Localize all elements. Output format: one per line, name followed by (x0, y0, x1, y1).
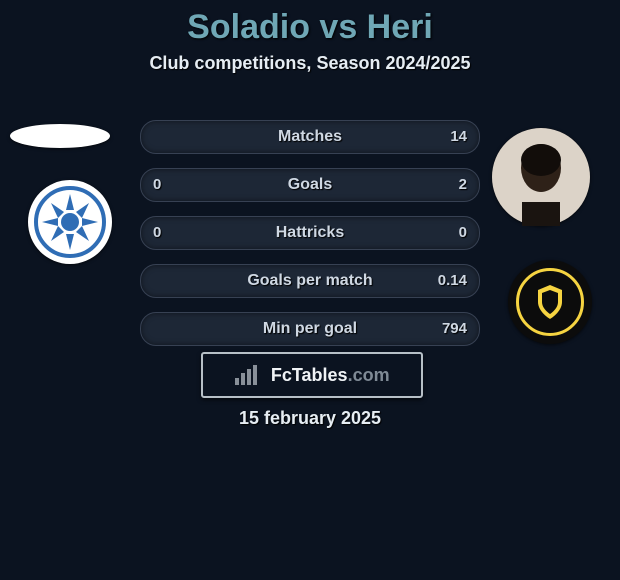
brand-text: FcTables.com (271, 354, 390, 396)
page-title: Soladio vs Heri (0, 0, 620, 47)
stat-right-value: 0 (447, 217, 479, 249)
stat-row-goals: 0 Goals 2 (140, 168, 480, 202)
stat-right-value: 2 (447, 169, 479, 201)
stat-label: Min per goal (141, 313, 479, 345)
stat-row-hattricks: 0 Hattricks 0 (140, 216, 480, 250)
stat-right-value: 14 (438, 121, 479, 153)
player1-avatar (10, 124, 110, 148)
stat-right-value: 0.14 (426, 265, 479, 297)
brand-domain: .com (348, 365, 390, 385)
brand-name: FcTables (271, 365, 348, 385)
player2-avatar (492, 128, 590, 226)
date-label: 15 february 2025 (0, 408, 620, 429)
brand-watermark: FcTables.com (201, 352, 423, 398)
club-badge-right-ring (516, 268, 584, 336)
stat-row-matches: Matches 14 (140, 120, 480, 154)
stat-row-goals-per-match: Goals per match 0.14 (140, 264, 480, 298)
club-badge-right-icon (530, 282, 570, 322)
player2-club-badge (508, 260, 592, 344)
stat-row-min-per-goal: Min per goal 794 (140, 312, 480, 346)
bar-chart-icon (234, 364, 260, 386)
stat-right-value: 794 (430, 313, 479, 345)
stat-label: Goals (141, 169, 479, 201)
club-badge-left-icon (28, 180, 112, 264)
comparison-infographic: Soladio vs Heri Club competitions, Seaso… (0, 0, 620, 580)
player2-silhouette-icon (492, 128, 590, 226)
stat-label: Hattricks (141, 217, 479, 249)
page-subtitle: Club competitions, Season 2024/2025 (0, 53, 620, 74)
stats-list: Matches 14 0 Goals 2 0 Hattricks 0 Goals… (140, 120, 480, 360)
stat-label: Matches (141, 121, 479, 153)
player1-club-badge (28, 180, 112, 264)
